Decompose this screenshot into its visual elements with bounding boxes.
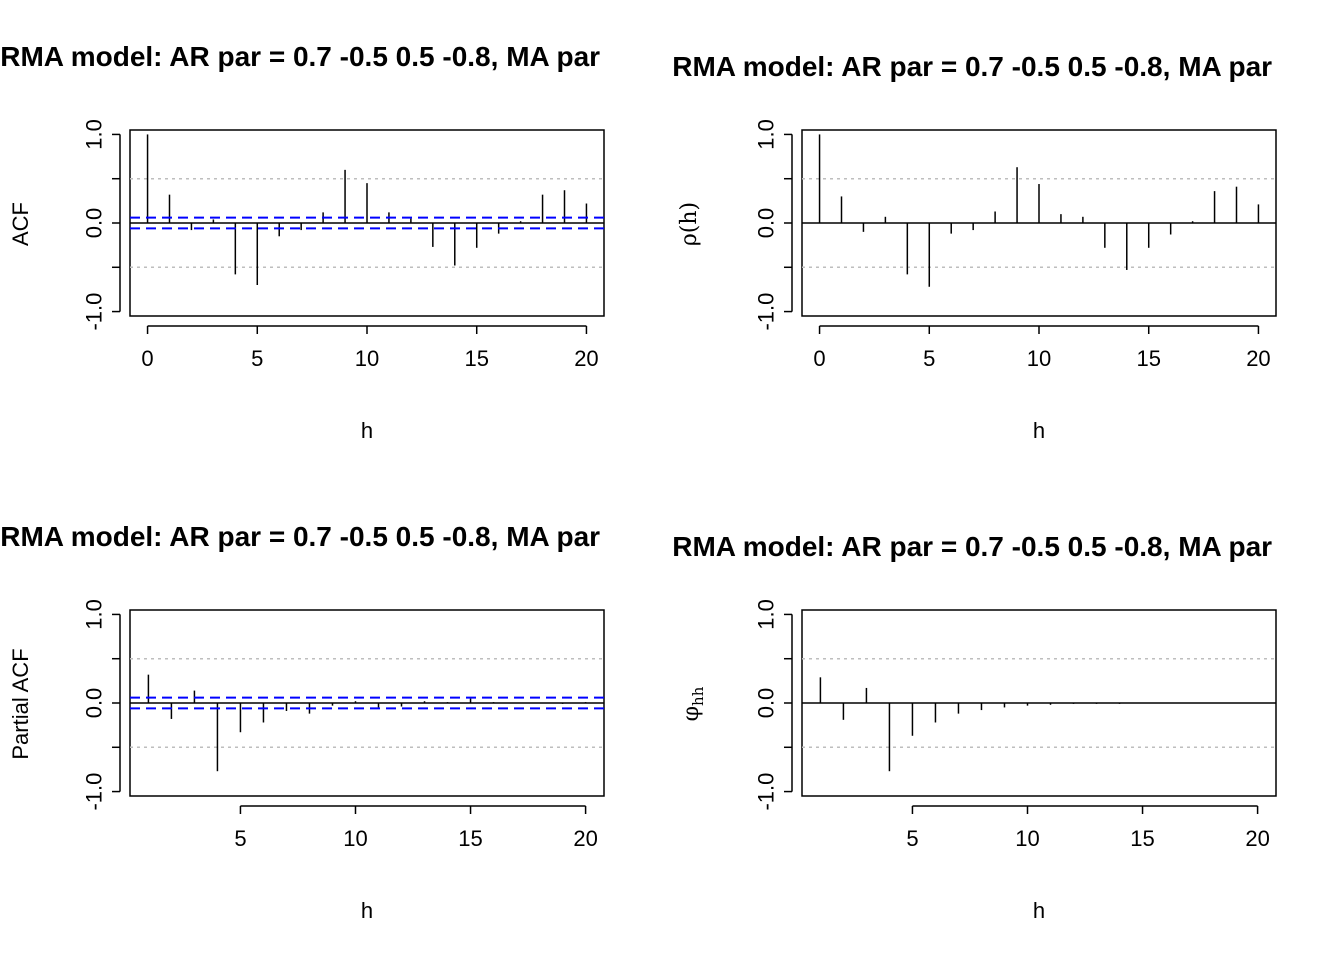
y-tick-label: 0.0 <box>82 688 107 719</box>
x-tick-label: 20 <box>574 346 598 371</box>
x-tick-label: 10 <box>343 826 367 851</box>
x-axis-label: h <box>361 898 373 923</box>
y-tick-label: -1.0 <box>82 293 107 331</box>
x-tick-label: 10 <box>1015 826 1039 851</box>
acf-panel: ARMA model: AR par = 0.7 -0.5 0.5 -0.8, … <box>0 41 605 443</box>
y-tick-label: -1.0 <box>754 293 779 331</box>
y-tick-label: 1.0 <box>754 119 779 150</box>
x-axis-label: h <box>1033 898 1045 923</box>
x-tick-label: 5 <box>251 346 263 371</box>
y-axis-label-subscript: hh <box>689 686 707 706</box>
x-tick-label: 15 <box>464 346 488 371</box>
x-tick-label: 0 <box>141 346 153 371</box>
x-tick-label: 5 <box>906 826 918 851</box>
y-tick-label: 1.0 <box>82 119 107 150</box>
x-axis-label: h <box>1033 418 1045 443</box>
chart-title: ARMA model: AR par = 0.7 -0.5 0.5 -0.8, … <box>652 51 1272 82</box>
chart-title: ARMA model: AR par = 0.7 -0.5 0.5 -0.8, … <box>0 521 600 552</box>
y-axis-label: φhh <box>679 686 707 721</box>
phi-panel: ARMA model: AR par = 0.7 -0.5 0.5 -0.8, … <box>652 531 1277 923</box>
y-tick-label: 1.0 <box>754 599 779 630</box>
x-tick-label: 5 <box>923 346 935 371</box>
chart-title: ARMA model: AR par = 0.7 -0.5 0.5 -0.8, … <box>652 531 1272 562</box>
y-axis-label-main: φ <box>679 706 704 721</box>
x-tick-label: 5 <box>234 826 246 851</box>
x-tick-label: 20 <box>573 826 597 851</box>
y-axis-label: ρ(h) <box>677 202 702 246</box>
y-tick-label: 0.0 <box>82 208 107 239</box>
pacf-panel: ARMA model: AR par = 0.7 -0.5 0.5 -0.8, … <box>0 521 605 923</box>
x-axis-label: h <box>361 418 373 443</box>
y-axis-label: Partial ACF <box>8 648 33 759</box>
x-tick-label: 10 <box>355 346 379 371</box>
x-tick-label: 10 <box>1027 346 1051 371</box>
y-tick-label: 0.0 <box>754 688 779 719</box>
y-tick-label: -1.0 <box>754 773 779 811</box>
chart-title: ARMA model: AR par = 0.7 -0.5 0.5 -0.8, … <box>0 41 600 72</box>
y-tick-label: -1.0 <box>82 773 107 811</box>
x-tick-label: 15 <box>458 826 482 851</box>
x-tick-label: 0 <box>813 346 825 371</box>
x-tick-label: 15 <box>1136 346 1160 371</box>
x-tick-label: 20 <box>1246 346 1270 371</box>
y-axis-label: ACF <box>8 202 33 246</box>
x-tick-label: 15 <box>1130 826 1154 851</box>
x-tick-label: 20 <box>1245 826 1269 851</box>
y-tick-label: 1.0 <box>82 599 107 630</box>
rho-panel: ARMA model: AR par = 0.7 -0.5 0.5 -0.8, … <box>652 51 1277 443</box>
y-tick-label: 0.0 <box>754 208 779 239</box>
